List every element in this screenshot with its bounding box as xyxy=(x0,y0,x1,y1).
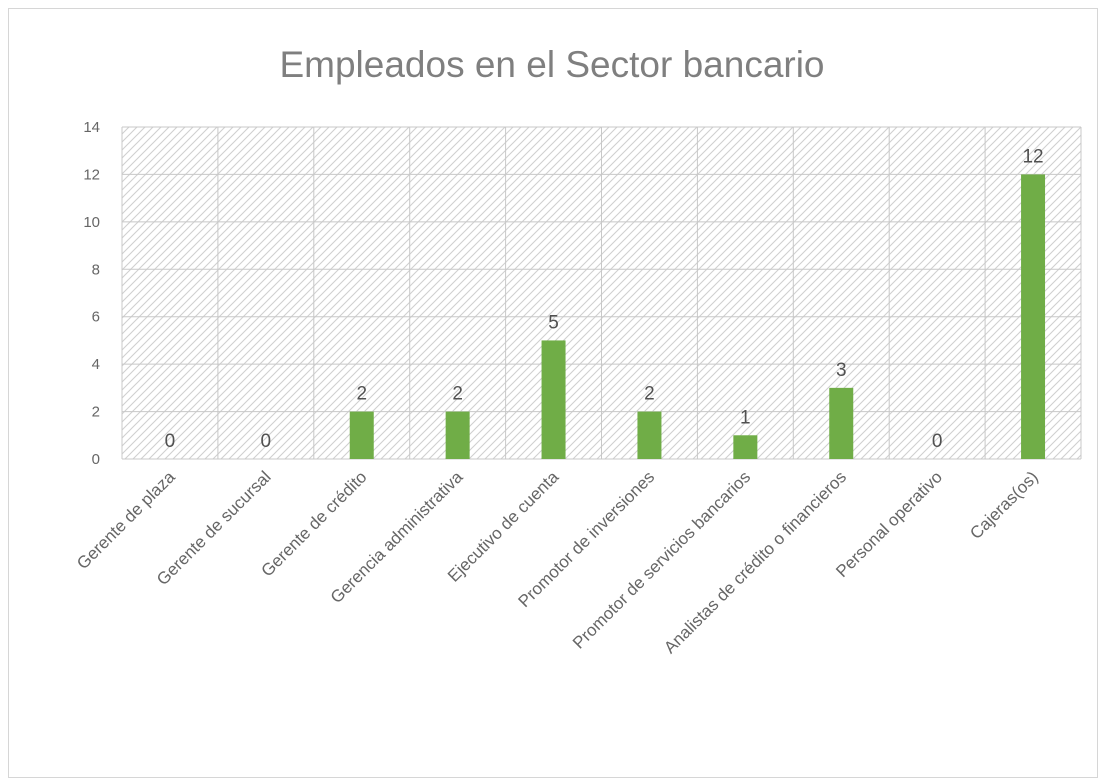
data-label: 2 xyxy=(356,384,367,405)
y-tick-label: 10 xyxy=(83,214,100,231)
x-tick-label: Cajeras(os) xyxy=(966,467,1042,543)
data-label: 0 xyxy=(261,431,272,452)
data-label: 2 xyxy=(452,384,463,405)
y-tick-label: 0 xyxy=(92,451,100,468)
data-label: 0 xyxy=(165,431,176,452)
y-tick-label: 14 xyxy=(83,119,100,136)
gridlines xyxy=(121,126,1082,460)
x-tick-label: Gerente de crédito xyxy=(258,467,371,580)
bar xyxy=(541,340,566,459)
y-tick-label: 4 xyxy=(92,356,100,373)
bar xyxy=(637,411,662,459)
y-tick-label: 8 xyxy=(92,261,100,278)
x-tick-label: Personal operativo xyxy=(832,467,946,581)
data-label: 5 xyxy=(548,312,559,333)
data-label: 12 xyxy=(1022,146,1043,167)
y-tick-label: 12 xyxy=(83,166,100,183)
bar xyxy=(1021,174,1046,459)
bars-group xyxy=(349,174,1046,459)
bar xyxy=(445,411,470,459)
data-labels: 0 0 2 2 5 2 1 3 0 12 xyxy=(165,146,1044,452)
y-axis: 0 2 4 6 8 10 12 14 xyxy=(83,119,100,468)
bar xyxy=(349,411,374,459)
bar xyxy=(733,435,758,459)
bar xyxy=(829,387,854,459)
data-label: 0 xyxy=(932,431,943,452)
data-label: 1 xyxy=(740,407,751,428)
x-tick-label: Analistas de crédito o financieros xyxy=(660,467,850,657)
y-tick-label: 2 xyxy=(92,404,100,421)
data-label: 3 xyxy=(836,360,847,381)
x-tick-label: Promotor de servicios bancarios xyxy=(569,467,754,652)
y-tick-label: 6 xyxy=(92,309,100,326)
data-label: 2 xyxy=(644,384,655,405)
x-tick-label: Gerente de plaza xyxy=(73,467,179,573)
chart-title: Empleados en el Sector bancario xyxy=(279,44,825,85)
